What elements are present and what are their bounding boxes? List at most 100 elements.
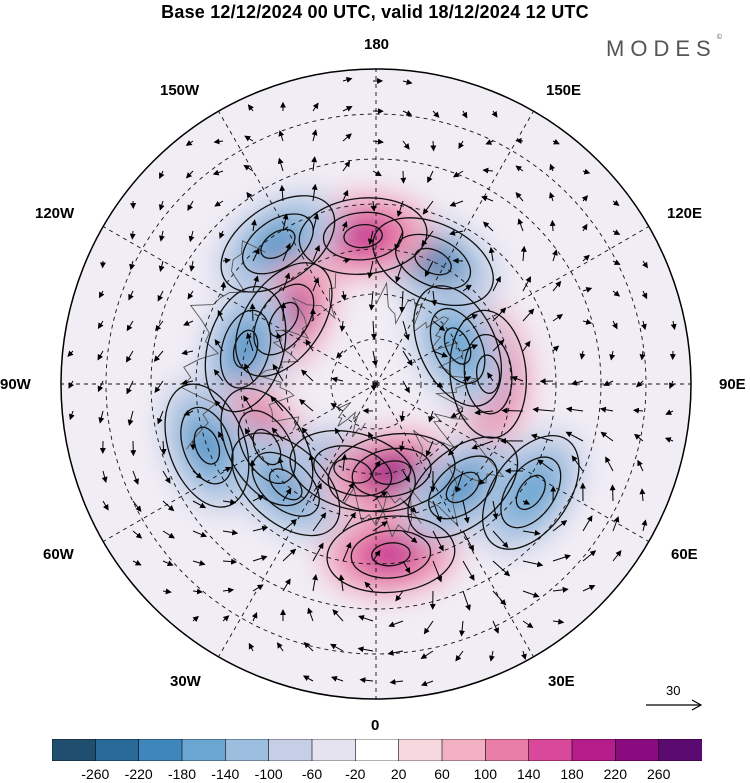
wind-vector — [300, 369, 314, 382]
wind-vector — [432, 560, 443, 583]
wind-vector — [452, 170, 464, 178]
wind-vector — [492, 500, 499, 520]
wind-vector — [277, 457, 284, 472]
wind-vector — [641, 290, 648, 300]
wind-vector — [342, 77, 353, 83]
wind-vector — [282, 488, 292, 502]
wind-vector — [491, 110, 498, 118]
contour-line — [252, 428, 282, 466]
wind-vector — [552, 249, 558, 262]
contour-line — [371, 460, 412, 485]
wind-vector — [192, 560, 206, 566]
contour-line — [443, 327, 472, 365]
wind-vector — [609, 350, 616, 361]
wind-vector — [252, 275, 259, 292]
wind-vector — [432, 110, 440, 118]
wind-vector — [187, 200, 194, 211]
wind-vector — [97, 320, 104, 330]
contour-line — [164, 383, 250, 508]
wind-vector — [330, 402, 344, 412]
wind-vector — [157, 410, 164, 425]
wind-vector — [249, 303, 256, 322]
wind-vector — [515, 137, 524, 144]
wind-vector — [492, 276, 501, 292]
wind-vector — [552, 138, 560, 145]
wind-vector — [127, 410, 134, 426]
wind-vector — [600, 431, 614, 442]
colorbar-swatch — [181, 739, 227, 761]
wind-vector — [370, 380, 377, 392]
colorbar-tick-label: 140 — [517, 766, 541, 782]
reference-arrow-icon — [646, 699, 703, 711]
wind-vector — [252, 555, 268, 562]
wind-vector — [371, 350, 378, 367]
map-border — [60, 68, 692, 700]
coastline — [180, 240, 266, 450]
wind-vector — [162, 500, 175, 512]
wind-vector — [220, 281, 227, 292]
wind-vector — [387, 649, 404, 656]
chart-title: Base 12/12/2024 00 UTC, valid 18/12/2024… — [161, 2, 589, 22]
colorbar-tick-label: -260 — [81, 766, 110, 782]
colorbar-swatch — [355, 739, 400, 761]
contour-line — [235, 262, 333, 377]
contour-line — [515, 474, 546, 511]
wind-vector — [552, 314, 564, 322]
contour-line — [193, 426, 221, 465]
wind-vector — [364, 581, 374, 592]
lon-label-60w: 60W — [43, 546, 74, 563]
wind-vector — [126, 380, 134, 395]
wind-vector — [222, 529, 239, 536]
wind-vector — [462, 560, 475, 581]
lon-label-120e: 120E — [667, 205, 703, 222]
wind-vector — [282, 518, 297, 532]
wind-vector — [517, 218, 524, 232]
wind-vector — [244, 427, 254, 442]
latitude-circle — [105, 113, 647, 655]
colorbar-tick-label: -100 — [254, 766, 283, 782]
wind-vector — [282, 578, 291, 592]
wind-vector — [522, 276, 531, 292]
wind-vector — [402, 530, 418, 544]
wind-vector — [582, 286, 593, 293]
wind-vector — [399, 290, 406, 313]
wind-vector — [402, 140, 410, 150]
wind-vector — [192, 615, 199, 623]
wind-vector — [330, 643, 344, 652]
wind-vector — [276, 332, 284, 352]
wind-vector — [218, 431, 224, 442]
wind-vector — [372, 138, 384, 145]
wind-vector — [450, 410, 464, 418]
colorbar-tick-label: 60 — [434, 766, 450, 782]
wind-vector — [552, 280, 562, 292]
colorbar-tick-label: -220 — [124, 766, 153, 782]
contour-line — [220, 387, 314, 507]
wind-vector — [462, 590, 471, 611]
contour-line — [220, 195, 336, 293]
wind-vector — [515, 192, 524, 202]
wind-vector — [162, 560, 174, 566]
wind-vector — [582, 515, 593, 532]
colorbar-tick-label: 100 — [473, 766, 497, 782]
lon-label-60e: 60E — [671, 546, 698, 563]
wind-vector — [276, 642, 284, 652]
wind-vector — [342, 160, 351, 172]
wind-vector — [160, 440, 167, 456]
wind-vector — [402, 110, 413, 116]
wind-vector — [492, 530, 509, 549]
wind-vector — [549, 191, 555, 202]
colorbar-swatch — [225, 739, 270, 761]
colorbar-swatch — [485, 739, 530, 761]
wind-vector — [395, 590, 404, 602]
contour-line — [204, 285, 287, 413]
wind-vector — [454, 470, 464, 493]
lon-label-90e: 90E — [719, 376, 746, 393]
wind-vector — [612, 259, 621, 265]
contour-line — [298, 197, 428, 276]
wind-vector — [389, 678, 404, 685]
wind-vector — [642, 260, 648, 269]
wind-vector — [192, 500, 207, 509]
wind-vector — [367, 230, 374, 245]
wind-vector — [462, 314, 479, 322]
wind-vector — [342, 133, 352, 142]
